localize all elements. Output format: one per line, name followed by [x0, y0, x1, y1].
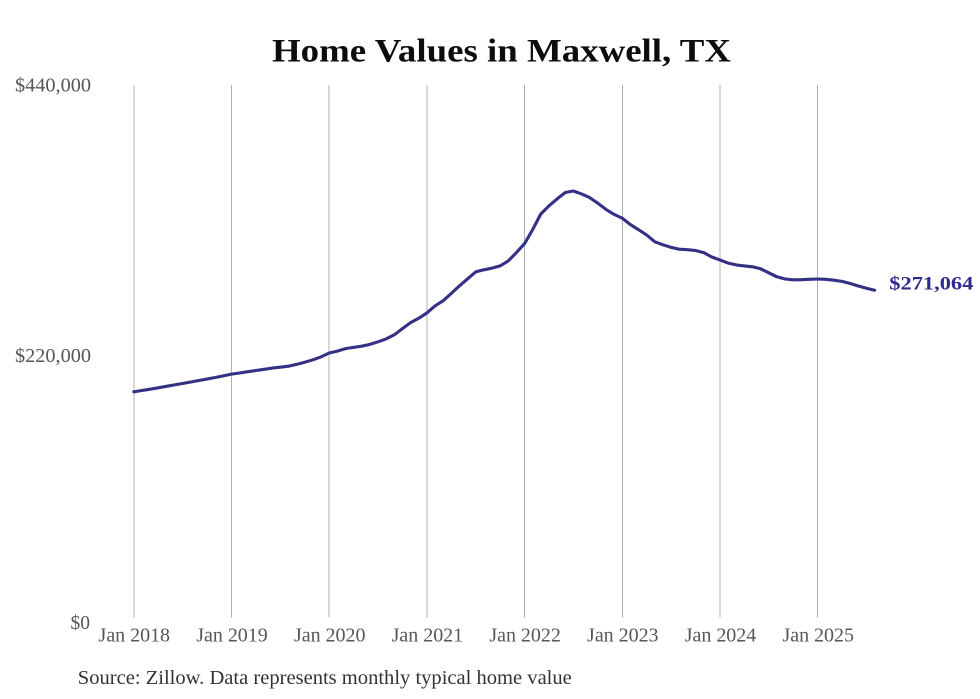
svg-text:Jan 2021: Jan 2021	[392, 625, 464, 647]
svg-text:$220,000: $220,000	[15, 346, 91, 367]
svg-text:Jan 2024: Jan 2024	[685, 625, 757, 647]
svg-text:Jan 2023: Jan 2023	[587, 625, 659, 647]
svg-text:$440,000: $440,000	[15, 75, 91, 96]
svg-text:$271,064: $271,064	[889, 274, 974, 295]
svg-text:Jan 2018: Jan 2018	[99, 625, 171, 647]
svg-text:Source: Zillow. Data represent: Source: Zillow. Data represents monthly …	[78, 667, 572, 689]
svg-text:Jan 2022: Jan 2022	[489, 625, 561, 647]
svg-text:Jan 2019: Jan 2019	[196, 625, 268, 647]
svg-text:$0: $0	[71, 613, 91, 634]
svg-text:Jan 2020: Jan 2020	[294, 625, 366, 647]
svg-text:Jan 2025: Jan 2025	[782, 625, 854, 647]
svg-text:Home Values in Maxwell, TX: Home Values in Maxwell, TX	[272, 33, 731, 69]
